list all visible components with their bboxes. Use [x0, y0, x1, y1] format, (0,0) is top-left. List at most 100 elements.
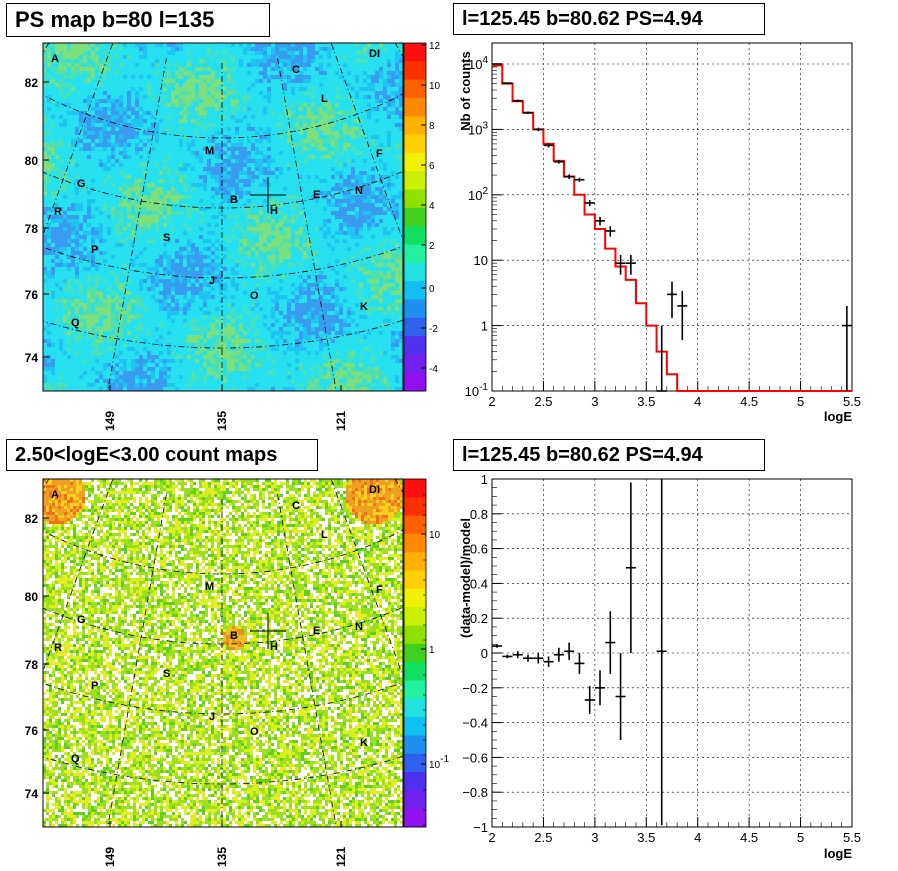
map-cell — [155, 379, 159, 383]
map-cell — [55, 255, 59, 259]
map-cell — [283, 55, 287, 59]
map-cell — [227, 239, 231, 243]
map-cell — [235, 355, 239, 359]
map-cell — [43, 159, 47, 163]
map-cell — [387, 115, 391, 119]
map-cell — [191, 255, 195, 259]
map-cell — [203, 339, 207, 343]
map-cell — [231, 183, 235, 187]
map-cell — [259, 127, 263, 131]
map-cell — [289, 500, 292, 503]
map-cell — [167, 255, 171, 259]
map-cell — [315, 143, 319, 147]
map-cell — [253, 518, 256, 521]
map-cell — [223, 515, 226, 518]
map-cell — [325, 485, 328, 488]
map-cell — [99, 299, 103, 303]
map-cell — [275, 299, 279, 303]
map-cell — [391, 103, 395, 107]
map-cell — [255, 159, 259, 163]
map-cell — [337, 521, 340, 524]
map-cell — [385, 515, 388, 518]
map-cell — [63, 279, 67, 283]
map-cell — [259, 47, 263, 51]
map-cell — [243, 263, 247, 267]
map-cell — [327, 315, 331, 319]
map-cell — [178, 479, 181, 482]
map-cell — [399, 87, 403, 91]
map-cell — [279, 251, 283, 255]
map-cell — [91, 127, 95, 131]
map-cell — [256, 521, 259, 524]
map-cell — [241, 506, 244, 509]
map-cell — [287, 371, 291, 375]
map-cell — [335, 271, 339, 275]
map-cell — [339, 151, 343, 155]
map-cell — [83, 323, 87, 327]
map-cell — [87, 71, 91, 75]
map-cell — [335, 183, 339, 187]
map-cell — [135, 119, 139, 123]
map-cell — [371, 283, 375, 287]
map-cell — [319, 139, 323, 143]
map-cell — [388, 488, 391, 491]
map-cell — [139, 494, 142, 497]
map-cell — [303, 119, 307, 123]
map-cell — [191, 299, 195, 303]
map-cell — [43, 59, 47, 63]
map-cell — [103, 123, 107, 127]
map-cell — [331, 379, 335, 383]
map-cell — [267, 131, 271, 135]
map-cell — [287, 387, 291, 391]
map-cell — [205, 482, 208, 485]
map-cell — [43, 207, 47, 211]
map-cell — [202, 491, 205, 494]
map-cell — [171, 299, 175, 303]
map-cell — [367, 371, 371, 375]
map-cell — [99, 303, 103, 307]
map-cell — [359, 223, 363, 227]
map-cell — [376, 488, 379, 491]
map-cell — [75, 219, 79, 223]
map-cell — [337, 482, 340, 485]
map-cell — [95, 343, 99, 347]
map-cell — [127, 175, 131, 179]
map-cell — [255, 383, 259, 387]
map-cell — [191, 327, 195, 331]
map-cell — [179, 279, 183, 283]
map-cell — [99, 143, 103, 147]
map-cell — [361, 488, 364, 491]
map-cell — [267, 183, 271, 187]
map-cell — [183, 279, 187, 283]
map-cell — [119, 287, 123, 291]
map-cell — [191, 379, 195, 383]
map-cell — [67, 243, 71, 247]
map-cell — [85, 482, 88, 485]
map-cell — [119, 231, 123, 235]
map-cell — [67, 323, 71, 327]
map-cell — [323, 291, 327, 295]
map-cell — [235, 521, 238, 524]
map-cell — [355, 383, 359, 387]
map-cell — [243, 355, 247, 359]
map-cell — [250, 491, 253, 494]
map-cell — [59, 139, 63, 143]
map-cell — [227, 139, 231, 143]
map-cell — [67, 339, 71, 343]
map-cell — [227, 351, 231, 355]
map-cell — [219, 83, 223, 87]
map-cell — [115, 295, 119, 299]
map-cell — [155, 211, 159, 215]
map-cell — [207, 283, 211, 287]
map-cell — [231, 363, 235, 367]
map-cell — [183, 283, 187, 287]
map-cell — [388, 494, 391, 497]
map-cell — [255, 243, 259, 247]
map-cell — [251, 243, 255, 247]
map-cell — [167, 167, 171, 171]
colorbar-frame — [403, 42, 427, 392]
map-cell — [163, 207, 167, 211]
map-cell — [263, 171, 267, 175]
map-cell — [64, 512, 67, 515]
map-cell — [179, 99, 183, 103]
